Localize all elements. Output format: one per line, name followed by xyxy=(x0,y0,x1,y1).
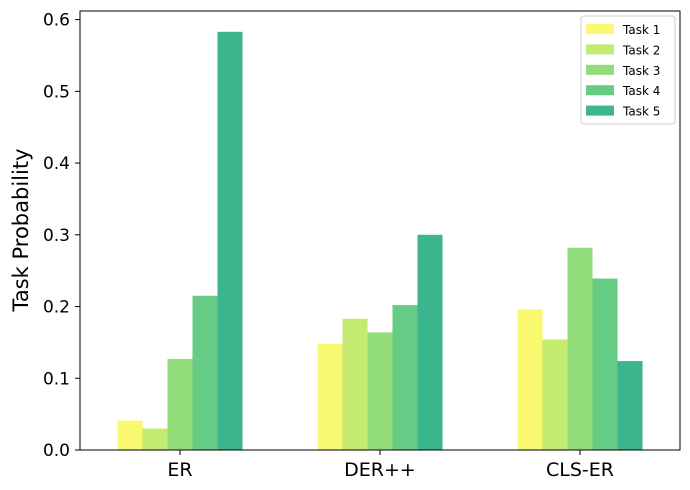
legend-swatch-task5 xyxy=(586,105,614,116)
y-axis-label: Task Probability xyxy=(9,148,33,312)
legend-label-task1: Task 1 xyxy=(622,23,660,37)
legend-box xyxy=(580,15,676,125)
legend-label-task2: Task 2 xyxy=(622,43,660,57)
legend-swatch-task2 xyxy=(586,44,614,55)
y-tick-label: 0.3 xyxy=(43,226,70,246)
bar-er-task4 xyxy=(192,295,218,450)
y-tick-label: 0.2 xyxy=(43,298,70,318)
axes-frame xyxy=(79,10,681,451)
y-tick-label: 0.4 xyxy=(43,154,70,174)
plot-area: ER DER++ CLS-ER 0.0 0.1 0.2 0.3 0.4 0.5 0.6 xyxy=(43,10,681,481)
x-tick-label: ER xyxy=(167,459,192,481)
bar-clser-task2 xyxy=(542,339,568,450)
y-tick-label: 0.6 xyxy=(43,11,70,31)
bar-clser-task3 xyxy=(567,247,593,450)
legend-swatch-task4 xyxy=(586,85,614,96)
legend-swatch-task1 xyxy=(586,24,614,34)
bar-er-task5 xyxy=(217,31,243,451)
bar-der-task3 xyxy=(367,332,393,450)
y-tick-label: 0.1 xyxy=(43,369,70,389)
bar-clser-task5 xyxy=(617,361,643,450)
legend-label-task4: Task 4 xyxy=(622,84,660,98)
legend: Task 1 Task 2 Task 3 Task 4 Task 5 xyxy=(580,15,676,125)
bar-der-task1 xyxy=(317,343,343,450)
bar-der-task4 xyxy=(392,305,418,450)
legend-label-task3: Task 3 xyxy=(622,64,660,78)
y-tick-label: 0.5 xyxy=(43,82,70,102)
bar-er-task3 xyxy=(167,358,193,450)
bar-clser-task4 xyxy=(592,278,618,450)
bar-der-task5 xyxy=(417,234,443,450)
x-tick-label: CLS-ER xyxy=(546,459,614,481)
bar-clser-task1 xyxy=(517,309,543,450)
bar-er-task2 xyxy=(142,428,168,450)
x-tick-label: DER++ xyxy=(344,459,416,481)
bar-der-task2 xyxy=(342,318,368,450)
y-tick-label: 0.0 xyxy=(43,441,70,461)
legend-swatch-task3 xyxy=(586,64,614,75)
legend-label-task5: Task 5 xyxy=(622,105,660,119)
bar-er-task1 xyxy=(117,420,143,450)
